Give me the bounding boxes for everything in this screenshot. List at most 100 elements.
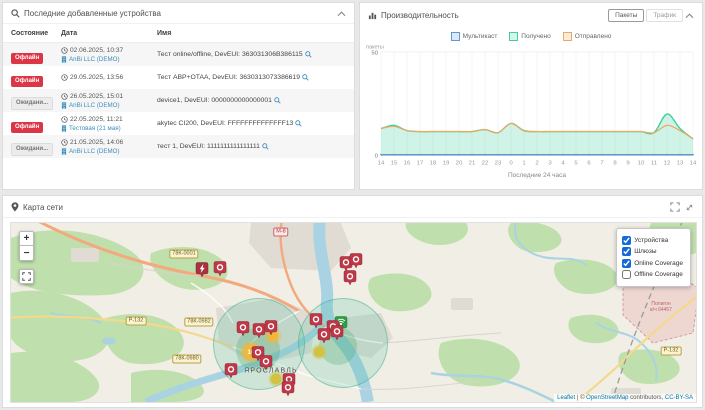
svg-text:15: 15: [391, 160, 398, 166]
svg-text:3: 3: [548, 160, 552, 166]
panel-title: Карта сети: [23, 203, 63, 212]
status-badge: Офлайн: [11, 53, 43, 64]
map-fullscreen-button[interactable]: [19, 269, 34, 284]
table-row: Ожидани...21.05.2025, 14:06AnBi LLC (DEM…: [3, 135, 354, 158]
device-search-icon[interactable]: [302, 74, 309, 81]
leaflet-link[interactable]: Leaflet: [557, 395, 575, 401]
organization-link[interactable]: AnBi LLC (DEMO): [69, 101, 120, 110]
license-link[interactable]: CC-BY-SA: [665, 395, 693, 401]
device-search-icon[interactable]: [305, 51, 312, 58]
map-canvas[interactable]: 78К-0001М-878К-098278К-0980Р-132Р-132 ЯР…: [10, 222, 697, 403]
performance-chart-svg: 1415161718192021222301234567891011121314…: [363, 43, 699, 187]
tab-traffic[interactable]: Трафик: [646, 9, 683, 22]
device-marker[interactable]: [214, 261, 227, 282]
layer-toggle[interactable]: Устройства: [622, 236, 683, 245]
clock-icon: [61, 116, 68, 123]
device-marker[interactable]: [265, 320, 278, 341]
panel-network-map: Карта сети: [2, 195, 703, 408]
status-badge: Ожидани...: [11, 97, 53, 110]
collapse-chevron-icon[interactable]: [685, 13, 694, 19]
table-header-row: Состояние Дата Имя: [3, 24, 354, 43]
expand-arrows-icon[interactable]: [685, 203, 694, 212]
svg-text:17: 17: [417, 160, 424, 166]
road-label: М-8: [273, 228, 288, 237]
device-marker[interactable]: [331, 325, 344, 346]
fullscreen-icon[interactable]: [670, 202, 680, 212]
device-marker[interactable]: [196, 262, 209, 283]
svg-text:14: 14: [378, 160, 385, 166]
clock-icon: [61, 47, 68, 54]
layer-checkbox[interactable]: [622, 236, 631, 245]
layer-toggle[interactable]: Шлюзы: [622, 247, 683, 256]
road-label: 78К-0982: [184, 318, 213, 327]
svg-text:22: 22: [482, 160, 489, 166]
zoom-out-button[interactable]: −: [19, 246, 34, 261]
chart-icon: [368, 11, 377, 20]
device-name: device1, DevEUI: 0000000000000001: [157, 97, 272, 104]
device-table-body: Офлайн02.06.2025, 10:37AnBi LLC (DEMO)Те…: [3, 43, 354, 158]
svg-text:13: 13: [677, 160, 684, 166]
layer-toggle[interactable]: Online Coverage: [622, 259, 683, 268]
layer-checkbox[interactable]: [622, 259, 631, 268]
table-row: Офлайн29.05.2025, 13:56Тест ABP+OTAA, De…: [3, 66, 354, 89]
organization-icon: [61, 102, 67, 109]
legend-item-received[interactable]: Получено: [509, 32, 550, 41]
organization-link[interactable]: AnBi LLC (DEMO): [69, 55, 120, 64]
road-label: Р-132: [661, 347, 682, 356]
device-search-icon[interactable]: [274, 97, 281, 104]
panel-recent-devices: Последние добавленные устройства Состоян…: [2, 2, 355, 190]
organization-link[interactable]: AnBi LLC (DEMO): [69, 147, 120, 156]
device-date: 26.05.2025, 15:01: [70, 92, 123, 101]
column-header-date: Дата: [61, 30, 157, 37]
status-badge: Ожидани...: [11, 143, 53, 156]
legend-item-multicast[interactable]: Мультикаст: [451, 32, 498, 41]
device-date: 22.05.2025, 11:21: [70, 115, 123, 124]
device-marker[interactable]: [344, 270, 357, 291]
layer-checkbox[interactable]: [622, 247, 631, 256]
svg-text:23: 23: [495, 160, 502, 166]
svg-text:Последние 24 часа: Последние 24 часа: [508, 172, 566, 179]
legend-swatch-multicast: [451, 32, 460, 41]
svg-text:14: 14: [690, 160, 697, 166]
collapse-chevron-icon[interactable]: [337, 11, 346, 17]
performance-tabs: Пакеты Трафик: [608, 9, 694, 22]
clock-icon: [61, 139, 68, 146]
layer-label: Online Coverage: [634, 260, 683, 267]
layer-label: Шлюзы: [634, 248, 656, 255]
svg-text:4: 4: [561, 160, 565, 166]
legend-item-sent[interactable]: Отправлено: [563, 32, 612, 41]
organization-icon: [61, 125, 67, 132]
svg-text:7: 7: [600, 160, 603, 166]
svg-text:21: 21: [469, 160, 476, 166]
device-marker[interactable]: [225, 363, 238, 384]
device-marker[interactable]: [260, 355, 273, 376]
layer-toggle[interactable]: Offline Coverage: [622, 270, 683, 279]
svg-text:0: 0: [375, 153, 379, 159]
organization-link[interactable]: Тестовая (21 мая): [69, 124, 121, 133]
device-marker[interactable]: [282, 381, 295, 402]
device-search-icon[interactable]: [295, 120, 302, 127]
svg-text:6: 6: [587, 160, 591, 166]
organization-icon: [61, 56, 67, 63]
column-header-status: Состояние: [3, 30, 61, 37]
zoom-in-button[interactable]: +: [19, 231, 34, 246]
layer-label: Устройства: [634, 237, 668, 244]
device-search-icon[interactable]: [262, 143, 269, 150]
tab-packets[interactable]: Пакеты: [608, 9, 644, 22]
status-badge: Офлайн: [11, 76, 43, 87]
column-header-name: Имя: [157, 30, 354, 37]
table-row: Офлайн02.06.2025, 10:37AnBi LLC (DEMO)Те…: [3, 43, 354, 66]
svg-text:1: 1: [522, 160, 526, 166]
device-marker[interactable]: [237, 321, 250, 342]
map-pin-icon: [11, 202, 19, 212]
osm-link[interactable]: OpenStreetMap: [586, 395, 628, 401]
layer-checkbox[interactable]: [622, 270, 631, 279]
svg-text:5: 5: [574, 160, 578, 166]
table-row: Ожидани... 26.05.2025, 15:01AnBi LLC (DEM…: [3, 89, 354, 112]
recent-devices-header: Последние добавленные устройства: [3, 3, 354, 24]
chart-legend: Мультикаст Получено Отправлено: [360, 27, 702, 41]
device-date: 02.06.2025, 10:37: [70, 46, 123, 55]
device-marker[interactable]: [318, 328, 331, 349]
svg-text:0: 0: [509, 160, 513, 166]
svg-text:11: 11: [651, 160, 658, 166]
